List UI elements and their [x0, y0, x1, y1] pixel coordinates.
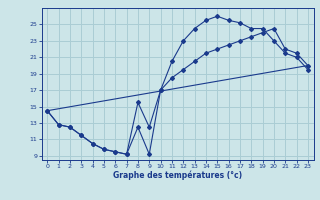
X-axis label: Graphe des températures (°c): Graphe des températures (°c)	[113, 171, 242, 180]
